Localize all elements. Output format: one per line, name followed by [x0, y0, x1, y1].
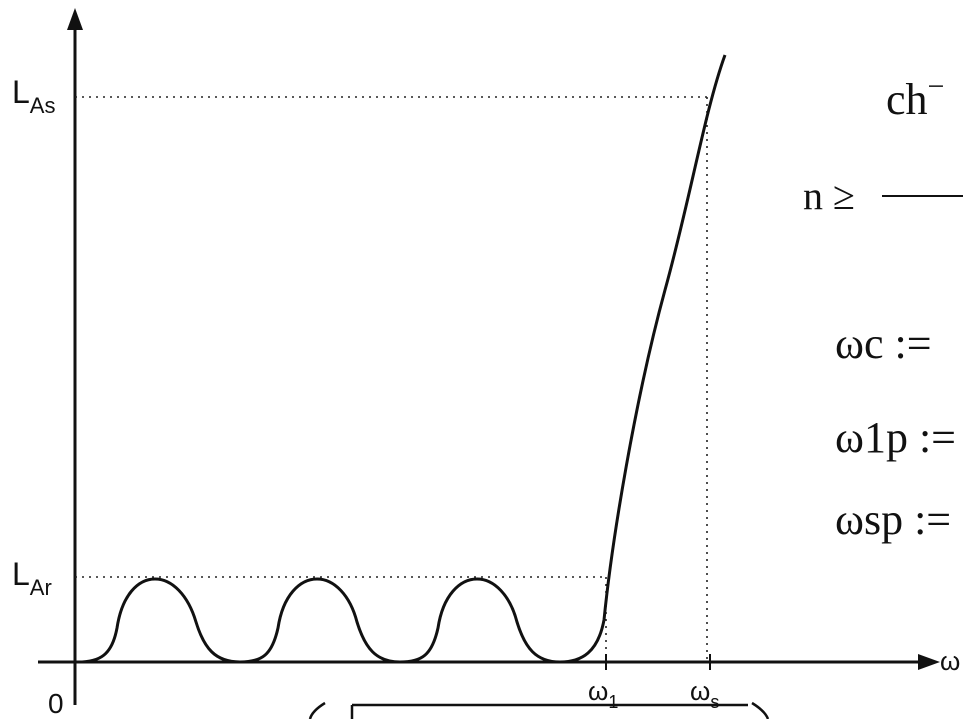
stopband-rise-curve: [602, 54, 727, 621]
ws-label: ωs: [690, 676, 720, 712]
passband-ripple-curve: [77, 577, 606, 664]
y-axis-arrowhead: [67, 8, 83, 30]
wsp-assign-text: ωsp :=: [835, 495, 952, 544]
ch-inverse-text: ch−: [886, 70, 945, 124]
las-label: LAs: [12, 74, 56, 118]
bottom-left-paren: [308, 701, 326, 719]
w1p-assign-text: ω1p :=: [835, 413, 956, 462]
x-axis-arrowhead: [918, 654, 940, 670]
x-axis-label: ω: [940, 646, 961, 676]
bottom-right-paren: [751, 701, 770, 719]
w1-label: ω1: [588, 676, 619, 712]
origin-label: 0: [48, 688, 64, 719]
lar-label: LAr: [12, 556, 52, 600]
wc-assign-text: ωc :=: [835, 319, 932, 368]
n-ge-text: n ≥: [803, 173, 855, 218]
